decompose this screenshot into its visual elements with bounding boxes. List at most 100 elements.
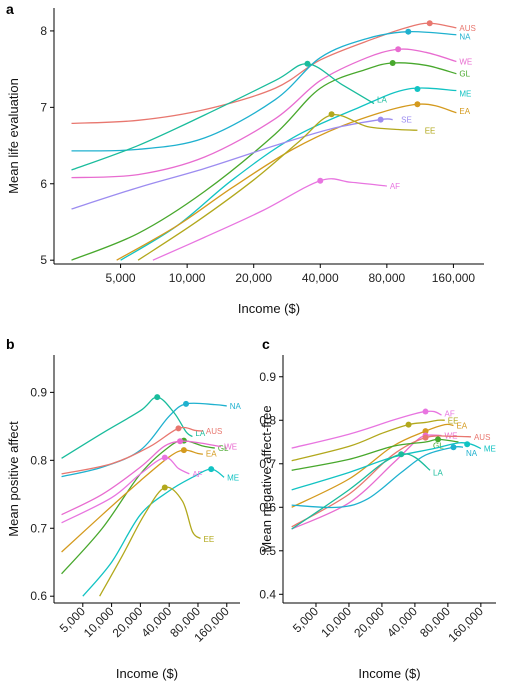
series-label-c-me: ME — [484, 445, 496, 454]
series-label-b-ea: EA — [206, 450, 217, 459]
y-tick-label-c: 0.9 — [259, 370, 276, 384]
series-line-a-ee — [137, 114, 418, 261]
x-tick-label-a: 5,000 — [106, 271, 136, 285]
series-line-c-af — [291, 410, 442, 449]
y-tick-label-a: 8 — [40, 24, 47, 38]
y-tick-label-a: 5 — [40, 253, 47, 267]
series-line-a-aus — [71, 22, 457, 125]
x-tick-label-b: 40,000 — [138, 604, 174, 640]
series-label-c-na: NA — [466, 449, 478, 458]
series-line-a-gl — [71, 62, 457, 261]
peak-point-a-aus — [426, 20, 433, 27]
series-line-b-aus — [61, 426, 203, 475]
peak-point-b-we — [177, 438, 184, 445]
series-label-a-aus: AUS — [459, 24, 475, 33]
peak-point-a-se — [377, 116, 384, 123]
x-tick-label-c: 10,000 — [318, 604, 354, 640]
y-tick-label-b: 0.6 — [30, 589, 47, 603]
peak-point-b-af — [161, 454, 168, 461]
series-line-b-we — [61, 440, 222, 516]
series-label-b-ee: EE — [203, 535, 214, 544]
x-tick-label-a: 20,000 — [235, 271, 272, 285]
series-line-a-af — [152, 178, 387, 261]
x-axis-title-b: Income ($) — [116, 666, 178, 681]
x-tick-label-a: 10,000 — [169, 271, 206, 285]
peak-point-a-we — [395, 46, 402, 53]
series-line-a-me — [120, 87, 457, 261]
series-label-a-se: SE — [401, 116, 412, 125]
peak-point-b-ee — [161, 484, 168, 491]
x-tick-label-c: 40,000 — [384, 604, 420, 640]
x-tick-label-a: 160,000 — [432, 271, 476, 285]
y-axis-title-a: Mean life evaluation — [6, 78, 21, 194]
y-tick-label-c: 0.4 — [259, 587, 276, 601]
series-label-c-af: AF — [445, 409, 455, 418]
x-tick-label-b: 10,000 — [81, 604, 117, 640]
series-line-a-we — [71, 48, 457, 179]
peak-point-c-ea — [422, 428, 429, 435]
y-axis-title-c: Mean negative affect-free — [259, 405, 274, 552]
peak-point-c-na — [450, 444, 457, 451]
series-label-b-aus: AUS — [206, 427, 222, 436]
y-tick-label-c: 0.7 — [259, 457, 276, 471]
series-label-c-ee: EE — [448, 416, 459, 425]
peak-point-a-me — [414, 86, 421, 93]
series-label-a-la: LA — [377, 96, 387, 105]
y-axis-title-b: Mean positive affect — [6, 421, 21, 537]
series-label-b-we: WE — [224, 443, 237, 452]
series-line-c-aus — [291, 435, 471, 528]
series-line-b-gl — [61, 439, 215, 575]
x-tick-label-b: 20,000 — [110, 604, 146, 640]
peak-point-b-aus — [175, 425, 182, 432]
series-line-a-ea — [116, 103, 457, 261]
panel-letter-b: b — [6, 336, 15, 352]
series-line-a-la — [71, 63, 375, 171]
series-line-b-la — [61, 396, 193, 459]
y-tick-label-a: 7 — [40, 100, 47, 114]
peak-point-b-me — [208, 466, 215, 473]
series-label-a-ea: EA — [459, 107, 470, 116]
series-label-a-ee: EE — [425, 126, 436, 135]
panel-letter-c: c — [262, 336, 270, 352]
x-axis-title-a: Income ($) — [238, 301, 300, 316]
series-label-b-na: NA — [230, 402, 242, 411]
series-line-b-me — [82, 468, 225, 597]
series-label-a-af: AF — [390, 182, 400, 191]
series-line-a-se — [71, 118, 393, 210]
series-label-b-me: ME — [227, 473, 239, 482]
y-tick-label-b: 0.9 — [30, 385, 47, 399]
y-tick-label-c: 0.5 — [259, 544, 276, 558]
peak-point-c-gl — [434, 436, 441, 443]
series-line-b-na — [61, 402, 227, 478]
series-line-b-ea — [61, 449, 203, 553]
series-label-b-af: AF — [192, 470, 202, 479]
x-tick-label-a: 80,000 — [368, 271, 405, 285]
x-axis-title-c: Income ($) — [358, 666, 420, 681]
peak-point-c-me — [464, 441, 471, 448]
series-label-a-me: ME — [459, 90, 471, 99]
y-tick-label-a: 6 — [40, 177, 47, 191]
series-label-a-we: WE — [459, 57, 472, 66]
series-label-c-aus: AUS — [474, 433, 490, 442]
series-line-c-ee — [291, 419, 445, 462]
series-label-c-ea: EA — [456, 421, 467, 430]
panel-letter-a: a — [6, 1, 14, 17]
x-tick-label-a: 40,000 — [302, 271, 339, 285]
x-tick-label-c: 20,000 — [351, 604, 387, 640]
series-line-c-me — [291, 442, 482, 491]
peak-point-a-na — [405, 28, 412, 35]
peak-point-c-aus — [422, 434, 429, 441]
peak-point-b-ea — [180, 447, 187, 454]
x-tick-label-c: 5,000 — [290, 604, 321, 635]
series-label-b-gl: GL — [218, 444, 229, 453]
peak-point-a-gl — [389, 60, 396, 67]
series-label-c-la: LA — [433, 468, 443, 477]
x-tick-label-c: 160,000 — [445, 604, 486, 645]
peak-point-b-na — [183, 400, 190, 407]
y-tick-label-b: 0.8 — [30, 453, 47, 467]
peak-point-b-la — [154, 394, 161, 401]
peak-point-a-ea — [414, 101, 421, 108]
series-line-b-af — [61, 456, 190, 524]
peak-point-a-ee — [328, 111, 335, 118]
